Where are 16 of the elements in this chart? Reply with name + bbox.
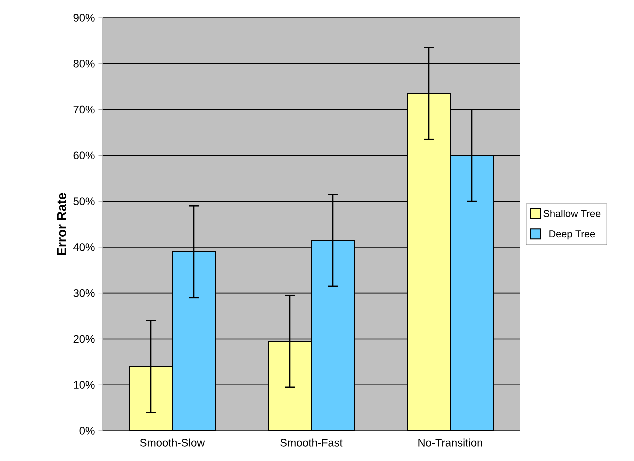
- y-tick-label: 20%: [74, 335, 95, 344]
- y-tick-label: 60%: [74, 152, 95, 160]
- y-tick-label: 0%: [80, 427, 95, 435]
- y-tick-label: 10%: [74, 381, 95, 389]
- y-tick-label: 50%: [74, 198, 95, 206]
- y-axis-title: Error Rate: [57, 193, 66, 256]
- x-tick-label: No-Transition: [418, 438, 482, 447]
- y-tick-label: 30%: [74, 289, 95, 298]
- legend-label: Shallow Tree: [544, 210, 601, 218]
- y-tick-label: 40%: [74, 244, 95, 252]
- y-tick-label: 70%: [74, 106, 95, 114]
- x-tick-label: Smooth-Slow: [140, 438, 206, 447]
- y-tick-label: 80%: [74, 60, 95, 68]
- y-tick-label: 90%: [74, 14, 95, 22]
- legend-label: Deep Tree: [550, 230, 596, 240]
- x-tick-label: Smooth-Fast: [280, 438, 343, 447]
